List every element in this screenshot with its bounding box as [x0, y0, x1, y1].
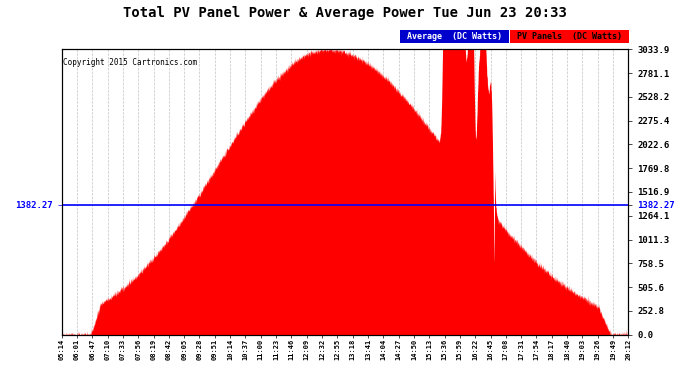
Text: Total PV Panel Power & Average Power Tue Jun 23 20:33: Total PV Panel Power & Average Power Tue… [123, 6, 567, 20]
Text: Copyright 2015 Cartronics.com: Copyright 2015 Cartronics.com [63, 58, 197, 67]
Text: PV Panels  (DC Watts): PV Panels (DC Watts) [512, 32, 627, 41]
Text: Average  (DC Watts): Average (DC Watts) [402, 32, 506, 41]
